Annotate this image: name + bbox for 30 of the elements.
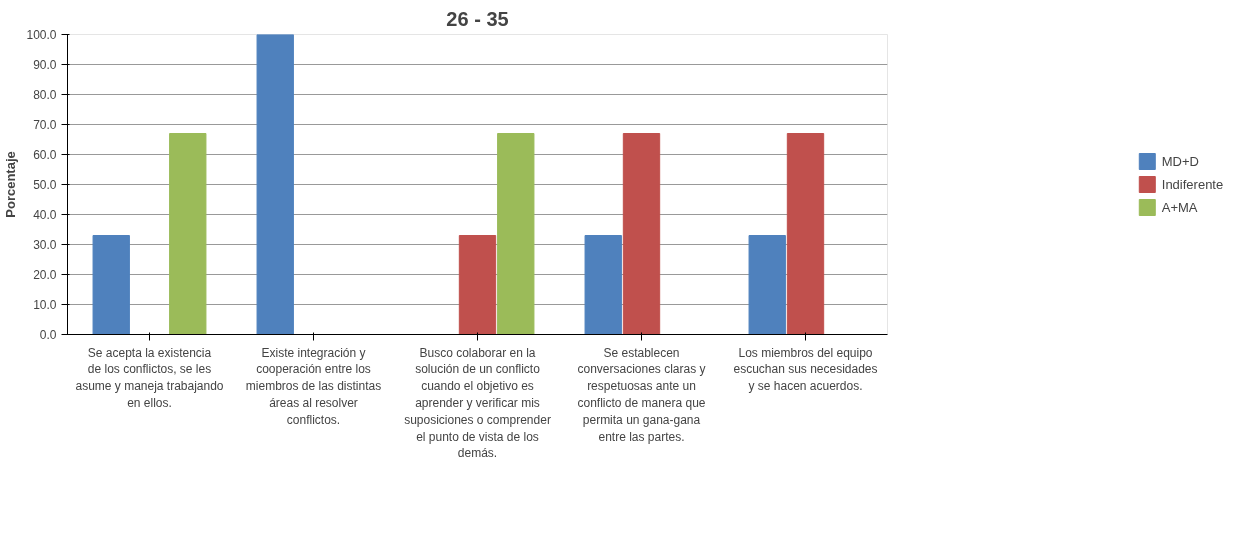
bar	[584, 235, 622, 335]
bar	[786, 133, 825, 335]
bar	[458, 235, 497, 335]
x-tick-label: Busco colaborar en la solución de un conflicto cuando el objetivo es aprender y verificar mis suposiciones o comprender el punto de vista de los demás.	[404, 345, 551, 461]
bar	[622, 133, 661, 335]
y-tick-label: 10.0	[33, 298, 57, 312]
y-tick-label: 60.0	[33, 148, 57, 162]
x-tick-label: Existe integración y cooperación entre los miembros de las distintas áreas al resolver conflictos.	[245, 345, 382, 427]
y-tick-label: 90.0	[33, 58, 57, 72]
y-tick-label: 30.0	[33, 238, 57, 252]
y-tick-label: 70.0	[33, 118, 57, 132]
y-tick-label: 0.0	[39, 328, 57, 342]
legend-label: MD+D	[1161, 153, 1199, 169]
bar	[748, 235, 786, 335]
x-tick-label: Se establecen conversaciones claras y respetuosas ante un conflicto de manera que permita un gana-gana entre las partes.	[577, 345, 706, 444]
legend-label: A+MA	[1161, 199, 1198, 215]
legend-label: Indiferente	[1161, 176, 1224, 192]
y-tick-label: 100.0	[26, 28, 57, 42]
bar	[169, 133, 207, 335]
y-tick-label: 40.0	[33, 208, 57, 222]
y-axis-title: Porcentaje	[3, 151, 19, 218]
y-tick-label: 50.0	[33, 178, 57, 192]
x-tick-label: Se acepta la existencia de los conflictos, se les asume y maneja trabajando en ellos.	[75, 345, 224, 410]
bar	[497, 133, 535, 335]
y-tick-label: 20.0	[33, 268, 57, 282]
chart-title: 26 - 35	[446, 7, 509, 30]
bar	[92, 235, 130, 335]
y-tick-label: 80.0	[33, 88, 57, 102]
bar	[256, 34, 294, 335]
x-tick-label: Los miembros del equipo escuchan sus necesidades y se hacen acuerdos.	[733, 345, 878, 394]
